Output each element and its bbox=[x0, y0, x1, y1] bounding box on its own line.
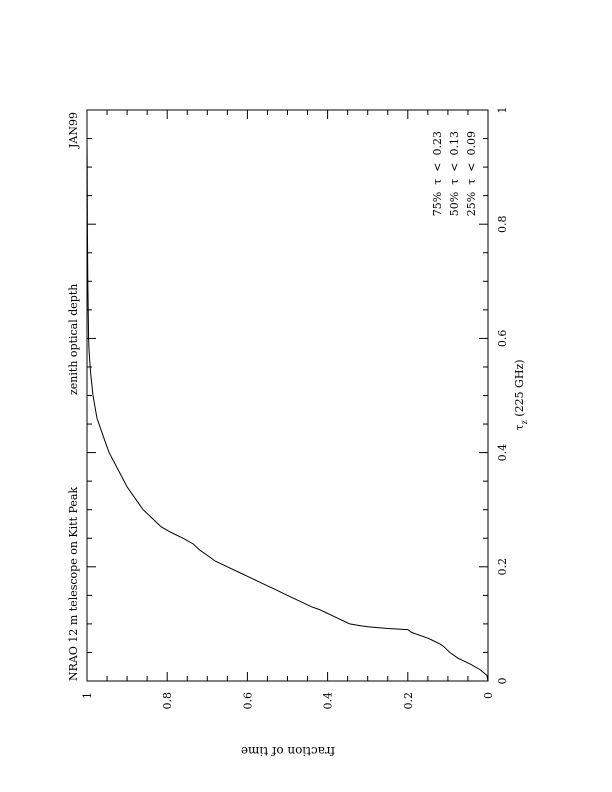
x-axis-label-suffix: (225 GHz) bbox=[513, 359, 526, 420]
x-tick-label: 0.6 bbox=[496, 330, 509, 348]
chart-subtitle: zenith optical depth bbox=[67, 284, 80, 395]
chart-title: NRAO 12 m telescope on Kitt Peak bbox=[67, 487, 80, 681]
x-tick-label: 0.2 bbox=[496, 558, 509, 576]
annotation-line-3: 25% τ < 0.09 bbox=[465, 131, 478, 216]
x-tick-label: 1 bbox=[496, 107, 509, 114]
x-tick-label: 0 bbox=[496, 678, 509, 685]
axis-tick-labels: 0 0.2 0.4 0.6 0.8 1 0 0.2 0.4 0.6 0.8 1 bbox=[81, 107, 509, 710]
annotation-line-1: 75% τ < 0.23 bbox=[431, 131, 444, 216]
x-axis-label-symbol: τ bbox=[513, 424, 526, 430]
y-tick-label: 1 bbox=[81, 692, 94, 699]
annotation-line-2: 50% τ < 0.13 bbox=[448, 131, 461, 216]
y-tick-label: 0.2 bbox=[402, 692, 415, 710]
x-tick-label: 0.8 bbox=[496, 215, 509, 233]
x-axis-label: τz (225 GHz) bbox=[513, 359, 529, 430]
y-tick-label: 0.6 bbox=[241, 692, 254, 710]
chart-tag: JAN99 bbox=[67, 112, 80, 149]
y-tick-label: 0.4 bbox=[322, 692, 335, 710]
y-tick-label: 0 bbox=[482, 692, 495, 699]
data-series-line bbox=[86, 110, 489, 682]
y-tick-label: 0.8 bbox=[161, 692, 174, 710]
x-axis-label-subscript: z bbox=[520, 420, 529, 424]
y-axis-label: fraction of time bbox=[241, 744, 335, 758]
x-tick-label: 0.4 bbox=[496, 444, 509, 462]
